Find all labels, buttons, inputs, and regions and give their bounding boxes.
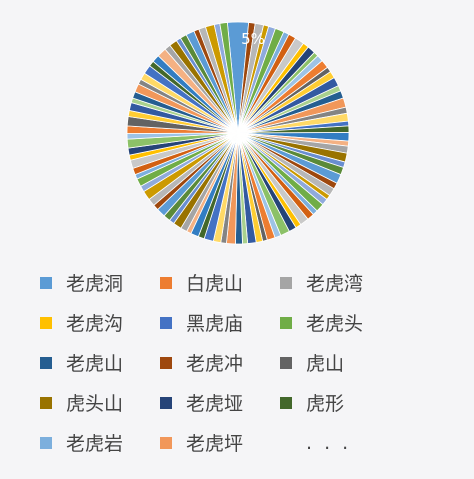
legend-item: 老虎山 [40, 352, 160, 375]
legend-label: 黑虎庙 [186, 313, 244, 335]
legend-label: 虎山 [306, 353, 345, 375]
legend-swatch [280, 356, 292, 369]
legend-swatch [160, 396, 172, 409]
legend-label: 老虎岩 [66, 433, 124, 455]
legend-swatch [160, 276, 172, 289]
data-label: 5% [241, 30, 265, 48]
legend-label: 老虎山 [66, 353, 124, 375]
legend-label: 老虎头 [306, 313, 364, 335]
legend-swatch [40, 316, 52, 329]
legend-item: 老虎湾 [280, 272, 400, 295]
pie-slice [219, 22, 239, 134]
legend-swatch [280, 316, 292, 329]
legend-label: 老虎洞 [66, 273, 124, 295]
legend-item: 老虎冲 [160, 352, 280, 375]
legend-label: 虎头山 [66, 393, 124, 415]
legend-label: 白虎山 [186, 273, 244, 295]
legend-swatch [280, 276, 292, 289]
legend-label: 虎形 [306, 393, 345, 415]
legend-item: 虎山 [280, 352, 400, 375]
legend: 老虎洞 白虎山 老虎湾老虎沟 黑虎庙 老虎头老虎山 老虎冲 虎山虎头山 老虎垭 虎形老虎岩 老虎坪… [40, 272, 460, 455]
legend-item: 黑虎庙 [160, 312, 280, 335]
legend-swatch [40, 276, 52, 289]
legend-item: 老虎岩 [40, 432, 160, 455]
legend-swatch [40, 356, 52, 369]
legend-more: . . . [306, 431, 352, 454]
legend-swatch [40, 436, 52, 449]
legend-swatch [160, 436, 172, 449]
pie-chart: 5% [126, 21, 350, 245]
legend-item: 老虎头 [280, 312, 400, 335]
legend-item: 白虎山 [160, 272, 280, 295]
legend-label: 老虎冲 [186, 353, 244, 375]
legend-item: 老虎沟 [40, 312, 160, 335]
legend-label: 老虎湾 [306, 273, 364, 295]
legend-item: 虎形 [280, 392, 400, 415]
legend-item: 虎头山 [40, 392, 160, 415]
legend-swatch [280, 396, 292, 409]
legend-swatch [40, 396, 52, 409]
legend-item: 老虎洞 [40, 272, 160, 295]
legend-swatch [160, 356, 172, 369]
legend-item: 老虎坪 [160, 432, 280, 455]
legend-swatch [160, 316, 172, 329]
legend-label: 老虎坪 [186, 433, 244, 455]
legend-label: 老虎垭 [186, 393, 244, 415]
legend-item: 老虎垭 [160, 392, 280, 415]
legend-label: 老虎沟 [66, 313, 124, 335]
